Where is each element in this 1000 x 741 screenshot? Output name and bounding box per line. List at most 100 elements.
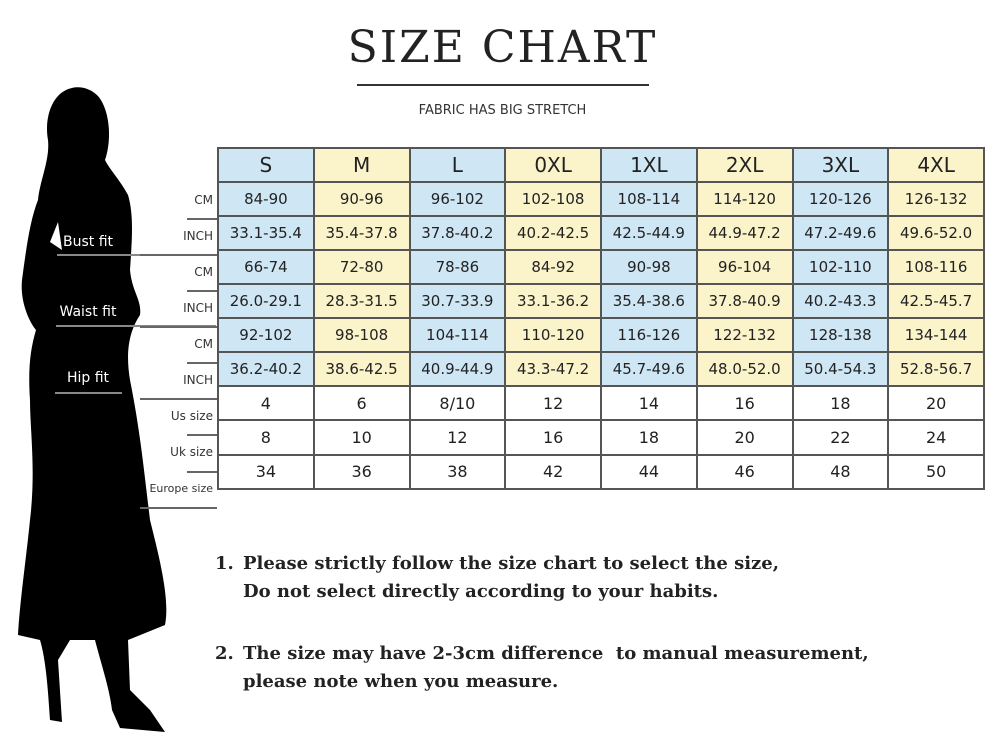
row-divider	[187, 362, 217, 364]
table-cell: 50.4-54.3	[791, 351, 890, 387]
note-number: 1.	[215, 553, 234, 574]
table-cell: 102-110	[791, 249, 890, 285]
row-divider	[187, 470, 217, 473]
table-cell: 102-108	[504, 181, 602, 217]
table-cell: 34	[217, 453, 315, 490]
table-cell: 28.3-31.5	[312, 283, 411, 319]
notes: 1. Please strictly follow the size chart …	[215, 550, 869, 730]
row-label: CM	[194, 265, 213, 279]
table-cell: 30.7-33.9	[408, 283, 507, 319]
table-cell: 24	[887, 419, 985, 456]
table-cell: 4	[217, 384, 315, 422]
table-row: 36.2-40.2 38.6-42.5 40.9-44.9 43.3-47.2 45.7…	[217, 351, 985, 387]
note-item: 1. Please strictly follow the size chart …	[215, 550, 869, 606]
table-cell: 38.6-42.5	[312, 351, 411, 387]
row-label: INCH	[183, 229, 213, 243]
size-header-l: L	[408, 147, 507, 183]
table-cell: 84-92	[504, 249, 602, 285]
table-cell: 108-116	[887, 249, 985, 285]
table-cell: 33.1-35.4	[217, 215, 315, 251]
table-cell: 26.0-29.1	[217, 283, 315, 319]
row-label: CM	[194, 193, 213, 207]
row-label: Europe size	[149, 481, 213, 495]
table-cell: 116-126	[600, 317, 698, 353]
row-divider	[187, 290, 217, 292]
table-cell: 8	[217, 419, 315, 456]
table-cell: 78-86	[408, 249, 507, 285]
note-number: 2.	[215, 643, 234, 664]
row-label: INCH	[183, 301, 213, 315]
table-cell: 18	[791, 384, 890, 422]
table-cell: 92-102	[217, 317, 315, 353]
table-row: 4 6 8/10 12 14 16 18 20	[217, 384, 985, 422]
fit-label-bust: Bust fit	[62, 234, 114, 250]
table-cell: 40.2-43.3	[791, 283, 890, 319]
row-label: INCH	[183, 373, 213, 387]
fit-label-waist: Waist fit	[59, 304, 117, 320]
table-cell: 104-114	[408, 317, 507, 353]
table-cell: 122-132	[695, 317, 794, 353]
table-cell: 38	[408, 453, 507, 490]
row-divider	[187, 434, 217, 437]
table-cell: 98-108	[312, 317, 411, 353]
page-title: SIZE CHART	[347, 22, 658, 73]
table-cell: 128-138	[791, 317, 890, 353]
row-divider	[140, 326, 217, 328]
table-cell: 20	[887, 384, 985, 422]
table-cell: 120-126	[791, 181, 890, 217]
table-cell: 45.7-49.6	[600, 351, 698, 387]
size-header-1xl: 1XL	[600, 147, 698, 183]
table-cell: 35.4-38.6	[600, 283, 698, 319]
note-line: please note when you measure.	[243, 671, 559, 692]
size-header-4xl: 4XL	[887, 147, 985, 183]
table-cell: 110-120	[504, 317, 602, 353]
table-cell: 22	[791, 419, 890, 456]
table-cell: 42	[504, 453, 602, 490]
title-underline	[357, 84, 649, 86]
note-line: Do not select directly according to your…	[243, 581, 719, 602]
table-cell: 48	[791, 453, 890, 490]
table-cell: 33.1-36.2	[504, 283, 602, 319]
table-cell: 37.8-40.2	[408, 215, 507, 251]
row-label: CM	[194, 337, 213, 351]
table-cell: 42.5-45.7	[887, 283, 985, 319]
table-cell: 35.4-37.8	[312, 215, 411, 251]
table-cell: 20	[695, 419, 794, 456]
table-cell: 40.2-42.5	[504, 215, 602, 251]
table-cell: 50	[887, 453, 985, 490]
table-cell: 42.5-44.9	[600, 215, 698, 251]
row-label: Us size	[170, 409, 213, 424]
header-row: S M L 0XL 1XL 2XL 3XL 4XL	[217, 147, 985, 183]
table-cell: 37.8-40.9	[695, 283, 794, 319]
table-cell: 96-104	[695, 249, 794, 285]
row-divider	[140, 507, 217, 509]
row-divider	[187, 218, 217, 220]
table-cell: 8/10	[408, 384, 507, 422]
table-cell: 90-96	[312, 181, 411, 217]
table-cell: 44.9-47.2	[695, 215, 794, 251]
table-cell: 12	[408, 419, 507, 456]
table-cell: 134-144	[887, 317, 985, 353]
row-divider	[140, 398, 217, 400]
table-cell: 49.6-52.0	[887, 215, 985, 251]
size-header-0xl: 0XL	[504, 147, 602, 183]
table-row: 66-74 72-80 78-86 84-92 90-98 96-104 102-110 10…	[217, 249, 985, 285]
table-cell: 18	[600, 419, 698, 456]
table-cell: 126-132	[887, 181, 985, 217]
fit-label-hip: Hip fit	[66, 370, 110, 386]
table-row: 92-102 98-108 104-114 110-120 116-126 122-132…	[217, 317, 985, 353]
woman-silhouette-icon	[18, 87, 167, 733]
table-row: 84-90 90-96 96-102 102-108 108-114 114-120 120…	[217, 181, 985, 217]
fit-line-waist	[56, 325, 216, 327]
table-row: 26.0-29.1 28.3-31.5 30.7-33.9 33.1-36.2 35.4…	[217, 283, 985, 319]
note-item: 2. The size may have 2-3cm difference to …	[215, 640, 869, 696]
table-cell: 72-80	[312, 249, 411, 285]
table-cell: 90-98	[600, 249, 698, 285]
fit-line-bust	[57, 254, 217, 256]
table-row: 33.1-35.4 35.4-37.8 37.8-40.2 40.2-42.5 42.5…	[217, 215, 985, 251]
table-cell: 114-120	[695, 181, 794, 217]
size-header-m: M	[312, 147, 411, 183]
size-header-2xl: 2XL	[695, 147, 794, 183]
table-cell: 52.8-56.7	[887, 351, 985, 387]
table-cell: 10	[312, 419, 411, 456]
